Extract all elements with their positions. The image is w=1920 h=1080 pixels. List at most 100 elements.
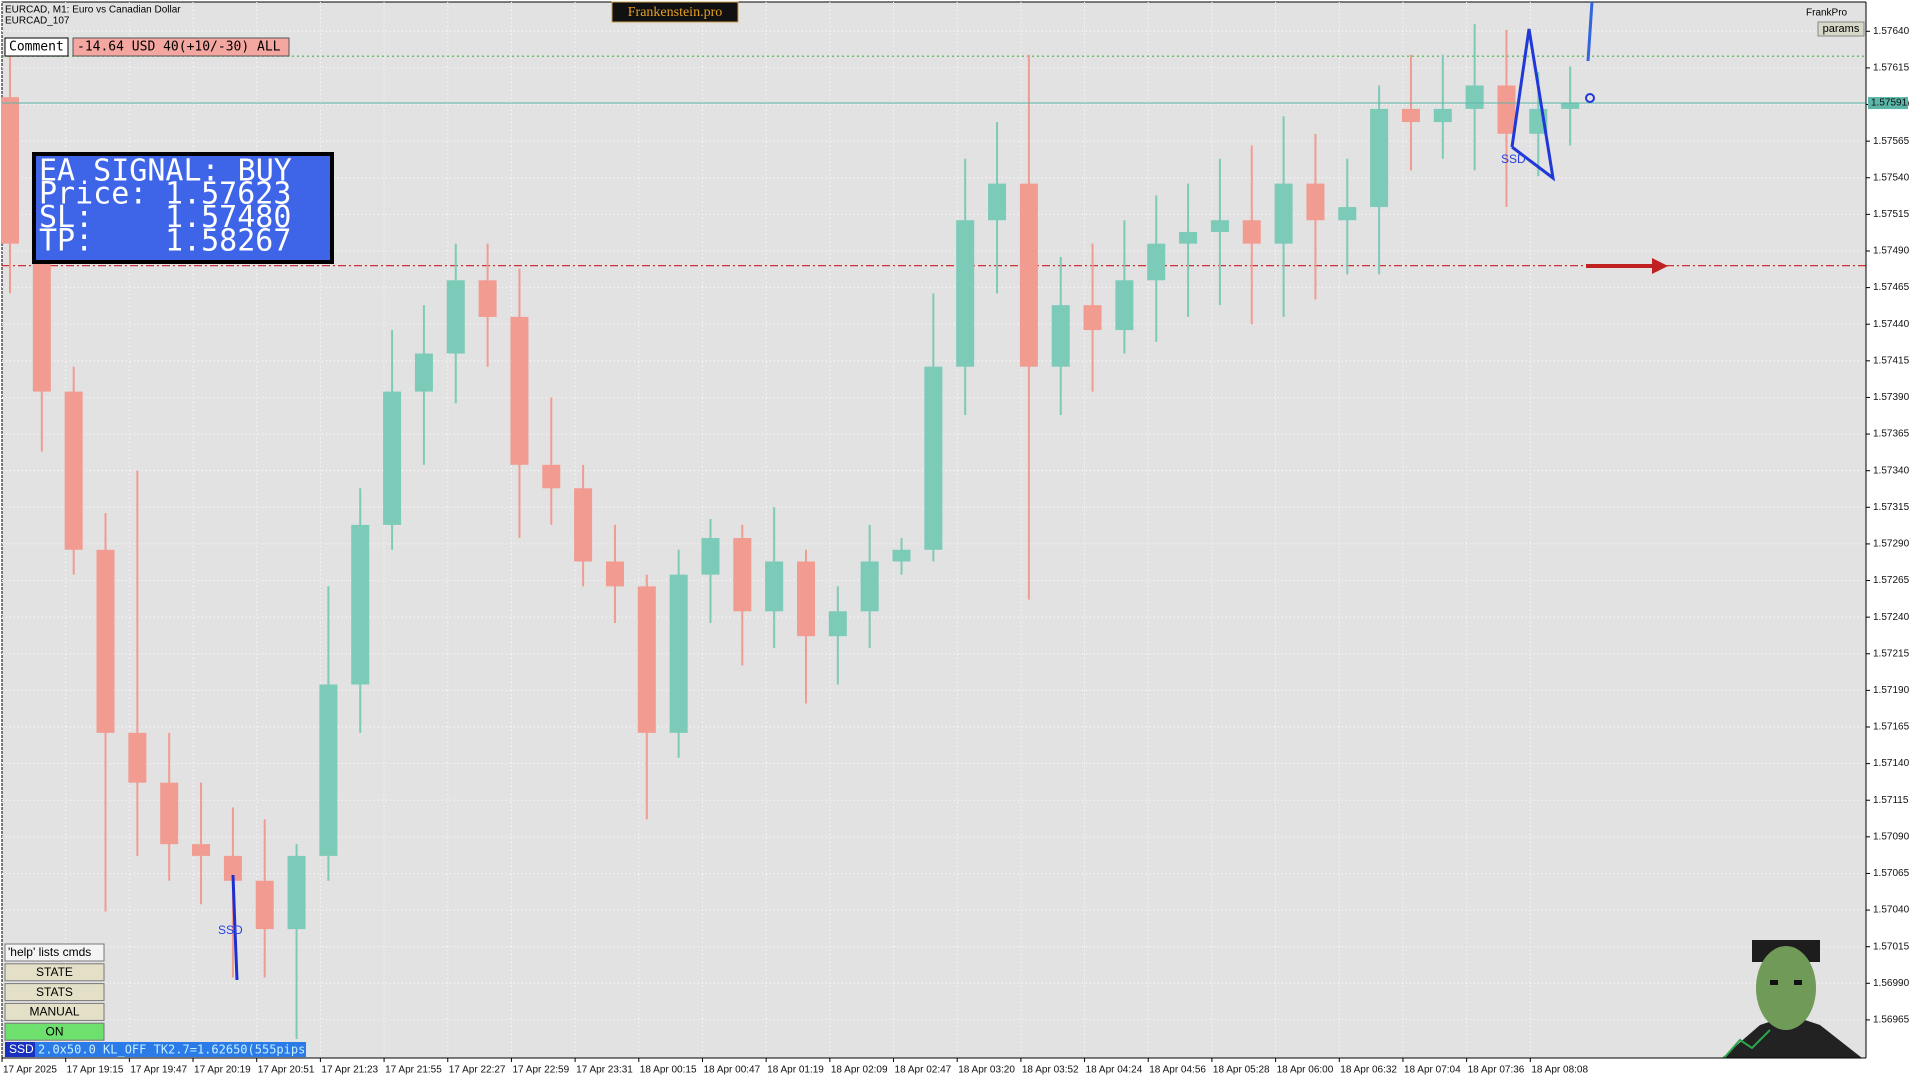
y-tick-label: 1.57640	[1873, 26, 1910, 37]
candle-body	[1, 97, 19, 244]
candle-body	[542, 464, 561, 489]
candle-body	[319, 684, 338, 856]
candle-body	[1338, 207, 1357, 221]
button[interactable]	[4, 1002, 105, 1021]
y-tick-label: 1.57440	[1873, 319, 1910, 330]
candle-body	[1083, 305, 1102, 331]
ssd-pattern	[1510, 28, 1556, 182]
candle-body	[510, 316, 529, 465]
y-tick-label: 1.57565	[1873, 136, 1910, 147]
y-tick-label: 1.57315	[1873, 502, 1910, 513]
candle-body	[701, 538, 720, 575]
y-tick-label: 1.57615	[1873, 63, 1910, 74]
candle-body	[64, 391, 83, 550]
candle-body	[1274, 183, 1293, 244]
button[interactable]	[4, 943, 105, 962]
footer-tag: SSD	[9, 1042, 34, 1056]
signal-label: SL:	[39, 200, 93, 235]
x-tick-label: 18 Apr 06:00	[1277, 1065, 1334, 1076]
x-tick-label: 17 Apr 20:51	[258, 1065, 315, 1076]
candle-body	[32, 243, 51, 392]
x-tick-label: 17 Apr 22:27	[449, 1065, 506, 1076]
mascot	[1722, 940, 1862, 1059]
candle-body	[988, 183, 1007, 221]
y-tick-label: 1.57240	[1873, 612, 1910, 623]
candle-body	[1306, 183, 1325, 221]
button-label[interactable]: MANUAL	[29, 1005, 79, 1019]
button[interactable]	[4, 963, 105, 982]
mascot-eye	[1794, 980, 1802, 985]
y-axis-area	[1866, 0, 1920, 1080]
x-tick-label: 18 Apr 04:56	[1149, 1065, 1206, 1076]
y-tick-label: 1.57465	[1873, 282, 1910, 293]
candle-body	[860, 561, 879, 612]
candle-body	[1051, 305, 1070, 367]
symbol: EURCAD, M1: Euro vs Canadian Dollar	[5, 5, 181, 16]
comment: Comment	[9, 40, 64, 55]
brand: Frankenstein.pro	[628, 5, 722, 20]
annotation: SSD	[218, 923, 243, 937]
y-tick-label: 1.57390	[1873, 392, 1910, 403]
candle-body	[414, 353, 433, 392]
user: FrankPro	[1806, 8, 1848, 19]
candle-body	[478, 280, 497, 317]
buttons: 'help' lists cmds STATE STATS MANUAL ON	[4, 943, 105, 1041]
y-tick-label: 1.57290	[1873, 539, 1910, 550]
candle-body	[1561, 103, 1580, 109]
candle-body	[383, 391, 402, 525]
params-label[interactable]: params	[1823, 23, 1860, 35]
button-label[interactable]: ON	[46, 1024, 64, 1038]
x-axis-area	[0, 1058, 1920, 1080]
x-tick-label: 17 Apr 20:19	[194, 1065, 251, 1076]
x-tick-label: 18 Apr 08:08	[1531, 1065, 1588, 1076]
x-tick-label: 18 Apr 00:47	[703, 1065, 760, 1076]
signal-title: EA SIGNAL: BUY	[39, 154, 292, 189]
button-label[interactable]: STATS	[36, 985, 73, 999]
signal-rows: Price: 1.57623 SL: 1.57480 TP: 1.58267	[39, 177, 291, 259]
candle-body	[1370, 108, 1389, 208]
pnl-box	[72, 37, 290, 57]
mascot-chart	[1723, 1029, 1771, 1059]
button[interactable]	[4, 1022, 105, 1041]
x-tick-label: 18 Apr 04:24	[1086, 1065, 1143, 1076]
ssd-pattern	[231, 874, 239, 981]
x-tick-label: 18 Apr 03:52	[1022, 1065, 1079, 1076]
signal-marker	[1585, 93, 1595, 103]
candle-body	[1210, 220, 1229, 232]
x-tick-label: 17 Apr 19:47	[130, 1065, 187, 1076]
candle-body	[1115, 280, 1134, 331]
x-tick-label: 18 Apr 02:47	[895, 1065, 952, 1076]
sl-arrow-head	[1652, 258, 1668, 274]
y-tick-label: 1.57015	[1873, 941, 1910, 952]
button-label[interactable]: 'help' lists cmds	[8, 945, 91, 959]
button-label[interactable]: STATE	[36, 965, 73, 979]
candle-body	[255, 880, 274, 930]
x-tick-label: 18 Apr 01:19	[767, 1065, 824, 1076]
candle-body	[1433, 108, 1452, 123]
candle-body	[924, 366, 943, 550]
candle-body	[128, 732, 147, 783]
x-tick-label: 17 Apr 21:55	[385, 1065, 442, 1076]
candle-body	[797, 561, 815, 637]
y-tick-label: 1.57265	[1873, 575, 1910, 586]
candle-body	[160, 782, 179, 845]
signal-box	[32, 152, 334, 264]
candle-body	[669, 574, 688, 733]
comment-box	[4, 37, 69, 57]
params-button[interactable]	[1817, 21, 1865, 37]
pnl: -14.64 USD 40(+10/-30) ALL	[77, 40, 281, 55]
x-tick-label: 17 Apr 19:15	[67, 1065, 124, 1076]
x-tick-label: 18 Apr 03:20	[958, 1065, 1015, 1076]
candle-body	[1019, 183, 1038, 367]
y-tick-label: 1.57040	[1873, 905, 1910, 916]
y-tick-label: 1.57065	[1873, 868, 1910, 879]
x-tick-label: 17 Apr 2025	[3, 1065, 57, 1076]
x-tick-label: 17 Apr 21:23	[321, 1065, 378, 1076]
marks	[1, 23, 1866, 1039]
candle-body	[574, 488, 593, 562]
candle-body	[1147, 243, 1166, 281]
y-tick-label: 1.57215	[1873, 648, 1910, 659]
button[interactable]	[4, 983, 105, 1002]
footer-text: 2.0x50.0 KL_OFF TK2.7=1.62650(555pips)	[38, 1043, 313, 1057]
mascot-eye	[1770, 980, 1778, 985]
